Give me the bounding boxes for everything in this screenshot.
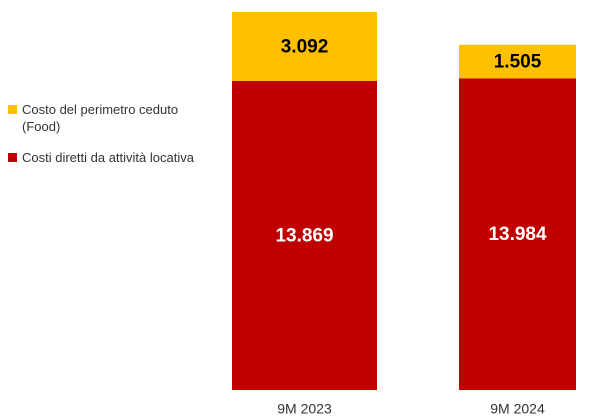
x-tick-label: 9M 2023 <box>277 401 332 417</box>
bar-segment <box>459 78 576 390</box>
data-label: 13.984 <box>488 224 547 245</box>
legend-item: Costi diretti da attività locativa <box>8 149 218 166</box>
legend-label: Costo del perimetro ceduto (Food) <box>22 102 179 134</box>
legend-swatch <box>8 105 17 114</box>
legend-label: Costi diretti da attività locativa <box>22 150 194 165</box>
x-tick-label: 9M 2024 <box>490 401 545 417</box>
data-label: 3.092 <box>281 36 329 57</box>
data-label: 1.505 <box>494 52 542 73</box>
legend-swatch <box>8 153 17 162</box>
legend-item: Costo del perimetro ceduto (Food) <box>8 101 218 135</box>
bar-segment <box>232 12 377 81</box>
bar-segment <box>232 80 377 391</box>
bar-segment <box>459 44 576 79</box>
data-label: 13.869 <box>275 225 333 246</box>
